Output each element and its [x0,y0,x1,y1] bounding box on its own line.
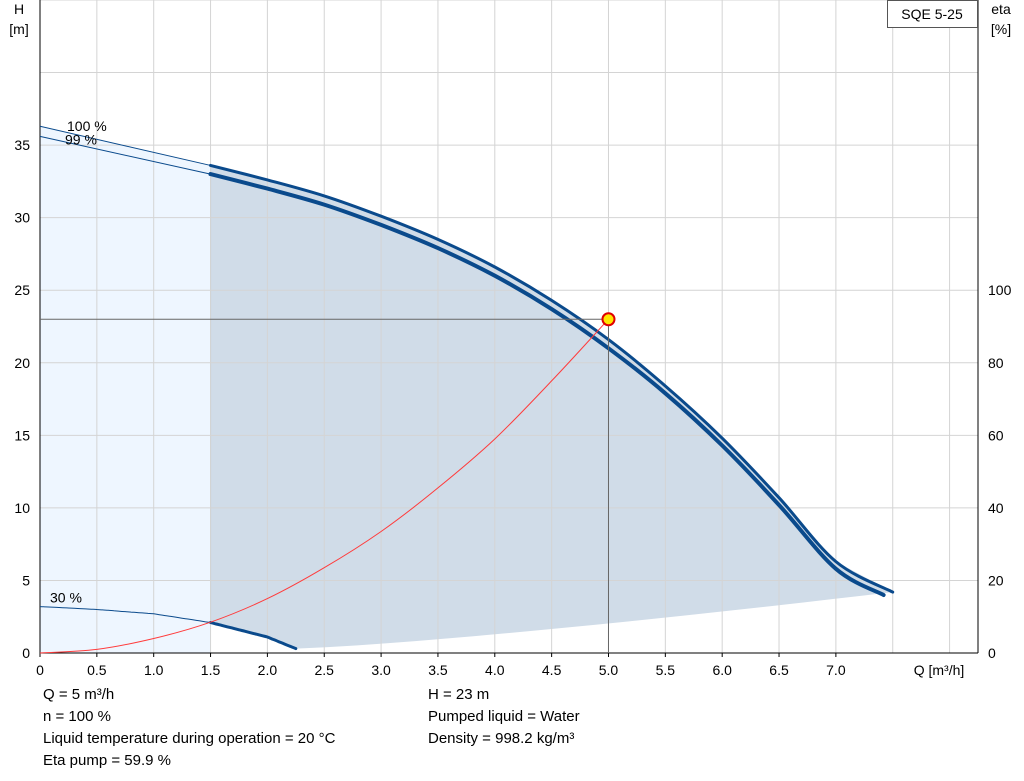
y-tick-label: 20 [14,355,30,371]
info-liquid: Pumped liquid = Water [428,708,580,725]
eta-tick-label: 0 [988,645,996,661]
eta-tick-label: 80 [988,355,1004,371]
info-head: H = 23 m [428,686,490,703]
duty-point-marker [601,312,616,327]
eta-tick-label: 60 [988,427,1004,443]
curve-label-30: 30 % [50,590,82,606]
curve-100-low-flow [39,125,211,166]
chart-title: SQE 5-25 [901,6,963,22]
x-tick-label: 1.0 [144,662,164,678]
x-tick-label: 0.5 [87,662,107,678]
y-tick-label: 25 [14,282,30,298]
y-tick-label: 35 [14,137,30,153]
eta-axis-title: eta [991,1,1011,17]
eta-tick-label: 20 [988,572,1004,588]
pump-performance-chart: 0 0.5 1.0 1.5 2.0 2.5 3.0 3.5 4.0 4.5 5.0 5.5 6.0 6.5… [9,0,1012,678]
labels-group: 100 %99 % 30 % [50,118,107,605]
curve-30-low-flow [39,606,211,623]
curve-30 [209,621,298,651]
x-tick-label: 7.0 [826,662,846,678]
x-tick-label: 3.0 [371,662,391,678]
info-right-block: H = 23 m Pumped liquid = Water Density =… [428,684,580,750]
operating-range-fill-group [40,126,893,654]
x-tick-label: 2.5 [315,662,335,678]
info-density: Density = 998.2 kg/m³ [428,730,575,747]
info-flow: Q = 5 m³/h [43,686,115,703]
x-axis-title: Q [m³/h] [914,662,965,678]
y-tick-label: 5 [22,572,30,588]
x-tick-label: 5.5 [656,662,676,678]
y-tick-label: 15 [14,427,30,443]
curve-100 [209,163,895,594]
y-tick-label: 0 [22,645,30,661]
x-tick-label: 4.0 [485,662,505,678]
eta-tick-label: 40 [988,500,1004,516]
title-box [887,0,978,28]
x-tick-label: 6.5 [769,662,789,678]
curves-group [39,125,895,654]
x-tick-label: 2.0 [258,662,278,678]
y-axis-unit: [m] [9,21,28,37]
grid-group [39,0,978,653]
low-flow-region [40,126,211,654]
eta-tick-label: 100 [988,282,1012,298]
y-axis-title: H [14,1,24,17]
curve-label-99: 99 % [65,131,97,147]
curve-99 [208,172,886,597]
info-speed: n = 100 % [43,708,111,725]
x-tick-label: 5.0 [599,662,619,678]
y-tick-label: 30 [14,210,30,226]
curve-99-low-flow [39,135,211,175]
efficiency-curve [39,318,609,654]
y-tick-label: 10 [14,500,30,516]
info-temperature: Liquid temperature during operation = 20… [43,730,336,747]
x-tick-label: 0 [36,662,44,678]
x-tick-label: 3.5 [428,662,448,678]
x-tick-label: 4.5 [542,662,562,678]
x-tick-label: 1.5 [201,662,221,678]
curve-label-100: 100 % [67,118,107,134]
eta-axis-unit: [%] [991,21,1011,37]
x-tick-label: 6.0 [712,662,732,678]
axes-group: 0 0.5 1.0 1.5 2.0 2.5 3.0 3.5 4.0 4.5 5.0 5.5 6.0 6.5… [9,0,1012,678]
info-eta: Eta pump = 59.9 % [43,752,171,769]
info-left-block: Q = 5 m³/h n = 100 % Liquid temperature … [43,684,335,772]
